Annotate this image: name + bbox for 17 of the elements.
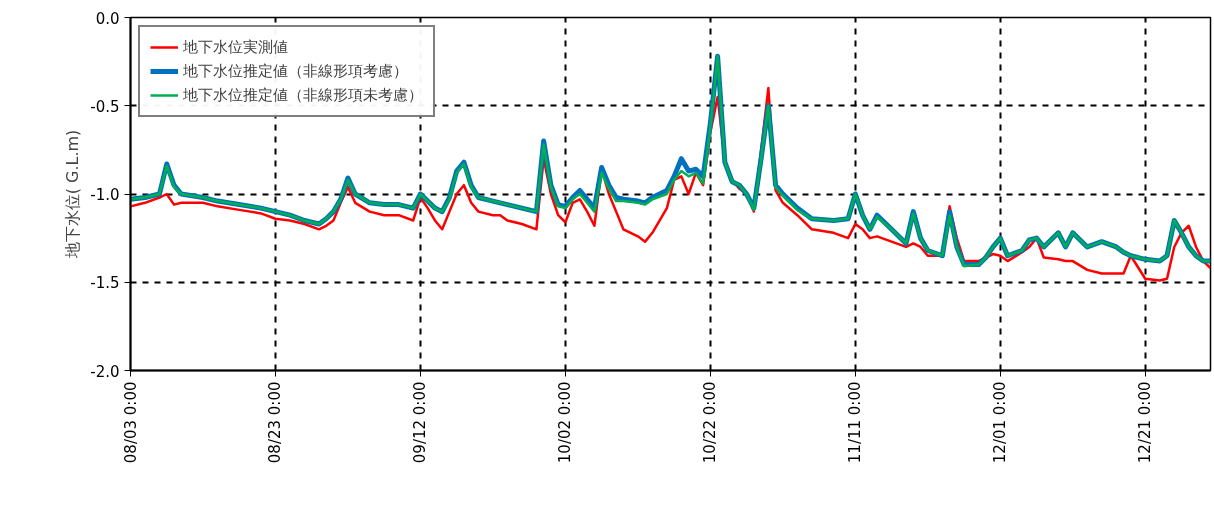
legend-label: 地下水位実測値 xyxy=(183,37,288,57)
x-tick-label: 12/21 0:00 xyxy=(1136,381,1155,464)
x-tick-label: 09/12 0:00 xyxy=(411,381,430,464)
y-axis-title: 地下水位( G.L.m) xyxy=(63,129,83,260)
x-tick-label: 12/01 0:00 xyxy=(991,381,1010,464)
x-tick-label: 10/02 0:00 xyxy=(556,381,575,464)
x-tick-label: 08/23 0:00 xyxy=(266,381,285,464)
x-tick-label: 11/11 0:00 xyxy=(846,381,865,464)
x-tick-label: 08/03 0:00 xyxy=(121,381,140,464)
y-tick-label: 0.0 xyxy=(95,9,120,28)
y-tick-label: -1.0 xyxy=(90,186,120,204)
y-tick-label: -0.5 xyxy=(90,97,120,116)
legend-label: 地下水位推定値（非線形項考慮） xyxy=(183,61,408,81)
y-tick-label: -1.5 xyxy=(90,274,120,293)
y-tick-label: -2.0 xyxy=(90,362,120,381)
legend-label: 地下水位推定値（非線形項未考慮） xyxy=(183,85,423,105)
x-tick-label: 10/22 0:00 xyxy=(701,381,720,464)
